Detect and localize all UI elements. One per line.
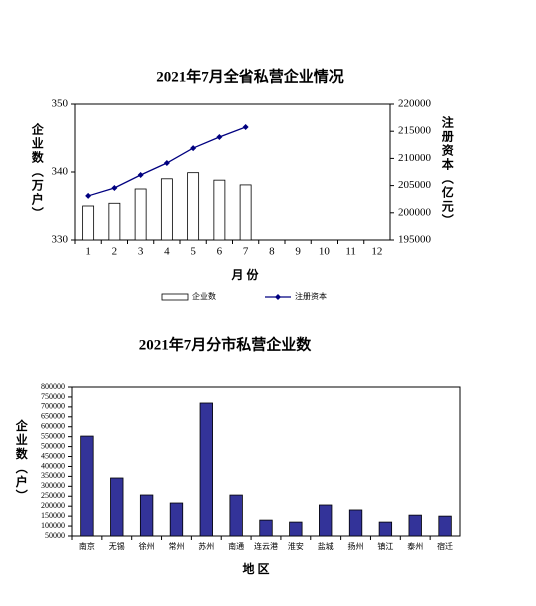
line-marker [163, 160, 170, 167]
bar [187, 172, 200, 241]
y-tick-label: 150000 [41, 511, 65, 520]
line-marker [216, 134, 223, 141]
y-tick-label: 450000 [41, 451, 65, 460]
y-tick-label: 200000 [41, 501, 65, 510]
y2-tick-label: 210000 [398, 152, 432, 164]
plot-area [74, 103, 391, 241]
y2-tick-label: 205000 [398, 179, 432, 191]
bar [108, 202, 121, 241]
line-marker [111, 184, 118, 191]
bar [160, 178, 173, 241]
bar [289, 521, 303, 537]
x-tick-label: 扬州 [348, 541, 364, 551]
line-marker [190, 145, 197, 152]
x-tick-label: 泰州 [407, 541, 423, 551]
x-tick-label: 苏州 [198, 541, 214, 551]
legend-label: 企业数 [192, 291, 216, 301]
y2-axis-title: 注册资本（亿元） [440, 115, 454, 228]
x-tick-label: 徐州 [139, 541, 155, 551]
bar [110, 477, 124, 537]
x-tick-label: 1 [85, 246, 91, 258]
x-tick-label: 4 [164, 246, 170, 258]
legend-label: 注册资本 [295, 291, 327, 301]
x-tick-label: 宿迁 [437, 541, 453, 551]
legend-swatch [161, 293, 189, 301]
x-tick-label: 无锡 [109, 542, 125, 551]
bar [134, 188, 147, 241]
y-tick-label: 600000 [41, 422, 65, 431]
bar [348, 509, 363, 537]
x-tick-label: 10 [319, 246, 331, 258]
chart-title: 2021年7月分市私营企业数 [139, 335, 313, 353]
y-tick-label: 700000 [41, 402, 65, 411]
y2-tick-label: 220000 [398, 98, 432, 110]
y-tick-label: 100000 [41, 521, 65, 530]
x-tick-label: 淮安 [288, 541, 304, 551]
y2-tick-label: 215000 [398, 125, 432, 137]
line-marker [137, 171, 144, 178]
y-tick-label: 250000 [41, 491, 65, 500]
x-tick-label: 南通 [228, 541, 244, 551]
x-tick-label: 6 [217, 246, 223, 258]
y2-tick-label: 200000 [398, 206, 432, 218]
x-tick-label: 5 [190, 246, 196, 258]
bar [169, 502, 184, 537]
y-tick-label: 330 [52, 234, 69, 246]
x-tick-label: 镇江 [377, 541, 393, 551]
x-tick-label: 连云港 [254, 541, 278, 551]
y-axis-title: 企业数（万户） [30, 122, 44, 221]
y2-tick-label: 195000 [398, 234, 432, 246]
x-tick-label: 9 [295, 246, 301, 258]
y-tick-label: 550000 [41, 431, 65, 440]
bar [213, 179, 226, 241]
y-tick-label: 340 [52, 166, 69, 178]
bar [239, 184, 252, 241]
y-tick-label: 350 [52, 98, 69, 110]
chart-title: 2021年7月全省私营企业情况 [156, 67, 344, 85]
bar [80, 435, 94, 537]
x-tick-label: 11 [345, 246, 356, 258]
bar [259, 519, 273, 537]
x-tick-label: 盐城 [318, 541, 334, 551]
line-marker [85, 192, 92, 199]
bar [199, 402, 213, 537]
x-tick-label: 8 [269, 246, 275, 258]
x-tick-label: 3 [138, 246, 144, 258]
y-tick-label: 650000 [41, 412, 65, 421]
x-tick-label: 南京 [79, 541, 95, 551]
y-tick-label: 50000 [45, 531, 65, 540]
x-axis-title: 地 区 [242, 561, 269, 576]
bar [229, 494, 243, 537]
y-axis-title: 企业数（户） [14, 418, 28, 503]
y-tick-label: 350000 [41, 471, 65, 480]
y-tick-label: 750000 [41, 392, 65, 401]
x-tick-label: 12 [371, 246, 382, 258]
line-marker [242, 124, 249, 131]
y-tick-label: 800000 [41, 382, 65, 391]
bar [139, 494, 154, 537]
bar [82, 205, 95, 241]
x-tick-label: 常州 [168, 542, 184, 551]
x-axis-title: 月 份 [230, 267, 259, 282]
x-tick-label: 7 [243, 246, 249, 258]
y-tick-label: 400000 [41, 461, 65, 470]
bar [378, 521, 393, 537]
x-tick-label: 2 [112, 246, 118, 258]
bar [438, 515, 452, 537]
y-tick-label: 300000 [41, 481, 65, 490]
y-tick-label: 500000 [41, 441, 65, 450]
plot-area [71, 386, 461, 537]
bar [408, 514, 422, 537]
legend-marker [275, 294, 281, 300]
bar [319, 504, 333, 537]
